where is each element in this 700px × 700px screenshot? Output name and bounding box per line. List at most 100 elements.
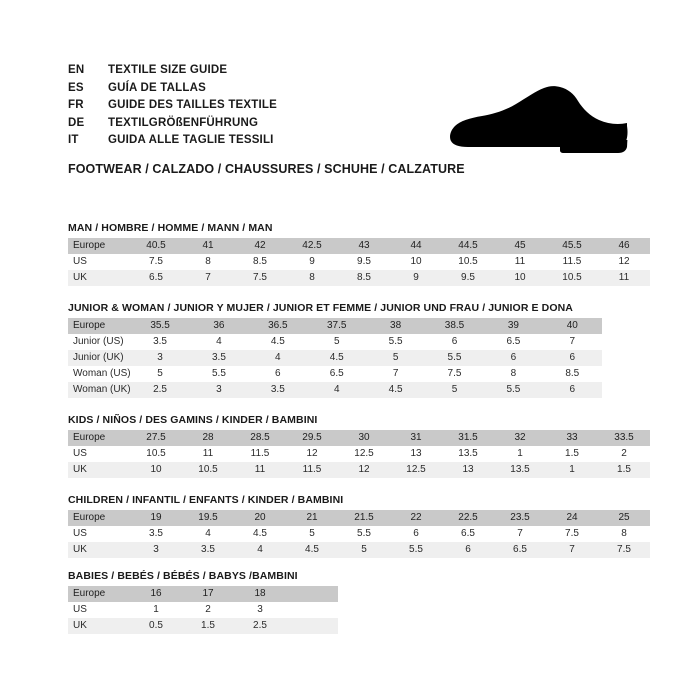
column-header-cell: 16 xyxy=(130,586,182,602)
size-cell: 11 xyxy=(234,462,286,478)
size-cell: 10 xyxy=(494,270,546,286)
column-header-label: Europe xyxy=(68,238,130,254)
language-title: TEXTILE SIZE GUIDE xyxy=(108,64,228,76)
size-cell: 12 xyxy=(598,254,650,270)
size-cell: 6 xyxy=(390,526,442,542)
size-cell: 1.5 xyxy=(182,618,234,634)
language-row: IT GUIDA ALLE TAGLIE TESSILI xyxy=(68,134,448,152)
size-cell: 5 xyxy=(366,350,426,366)
column-header-cell: 25 xyxy=(598,510,650,526)
language-row: ES GUÍA DE TALLAS xyxy=(68,82,448,100)
size-cell xyxy=(286,602,338,618)
table-header-row: Europe 19 19.5 20 21 21.5 22 22.5 23.5 24 25 xyxy=(68,510,650,526)
size-cell: 8 xyxy=(598,526,650,542)
column-header-cell: 36.5 xyxy=(248,318,308,334)
language-title: GUIDA ALLE TAGLIE TESSILI xyxy=(108,134,274,146)
size-cell: 1 xyxy=(546,462,598,478)
column-header-cell: 20 xyxy=(234,510,286,526)
size-cell: 11 xyxy=(598,270,650,286)
size-cell: 9.5 xyxy=(338,254,390,270)
size-cell: 3.5 xyxy=(248,382,308,398)
language-title: TEXTILGRÖßENFÜHRUNG xyxy=(108,116,259,129)
size-cell: 4 xyxy=(189,334,249,350)
row-label: UK xyxy=(68,618,130,634)
size-cell: 7 xyxy=(542,334,602,350)
size-cell: 3.5 xyxy=(189,350,249,366)
size-cell: 2 xyxy=(182,602,234,618)
row-label: US xyxy=(68,254,130,270)
size-cell: 7.5 xyxy=(546,526,598,542)
size-cell: 3 xyxy=(234,602,286,618)
size-cell: 6.5 xyxy=(483,334,543,350)
section-heading-children: CHILDREN / INFANTIL / ENFANTS / KINDER /… xyxy=(68,494,344,506)
size-cell: 10.5 xyxy=(130,446,182,462)
size-cell: 4 xyxy=(182,526,234,542)
size-cell: 1 xyxy=(494,446,546,462)
size-cell: 4.5 xyxy=(248,334,308,350)
size-cell: 7 xyxy=(546,542,598,558)
size-cell: 7.5 xyxy=(130,254,182,270)
size-cell: 12.5 xyxy=(390,462,442,478)
size-cell: 6.5 xyxy=(130,270,182,286)
size-cell: 8 xyxy=(483,366,543,382)
size-cell: 11.5 xyxy=(234,446,286,462)
size-cell: 5 xyxy=(130,366,190,382)
column-header-cell: 18 xyxy=(234,586,286,602)
table-row: Woman (UK) 2.5 3 3.5 4 4.5 5 5.5 6 xyxy=(68,382,602,398)
column-header-cell: 22.5 xyxy=(442,510,494,526)
table-row: US 7.5 8 8.5 9 9.5 10 10.5 11 11.5 12 xyxy=(68,254,650,270)
size-cell: 11.5 xyxy=(286,462,338,478)
column-header-cell: 27.5 xyxy=(130,430,182,446)
column-header-cell: 45.5 xyxy=(546,238,598,254)
size-cell: 6.5 xyxy=(307,366,367,382)
column-header-cell: 21 xyxy=(286,510,338,526)
size-cell: 6.5 xyxy=(494,542,546,558)
column-header-cell: 19 xyxy=(130,510,182,526)
size-cell: 6.5 xyxy=(442,526,494,542)
table-row: US 3.5 4 4.5 5 5.5 6 6.5 7 7.5 8 xyxy=(68,526,650,542)
column-header-cell: 41 xyxy=(182,238,234,254)
row-label: US xyxy=(68,526,130,542)
column-header-cell: 40.5 xyxy=(130,238,182,254)
language-row: FR GUIDE DES TAILLES TEXTILE xyxy=(68,99,448,117)
size-cell: 12 xyxy=(338,462,390,478)
language-code: FR xyxy=(68,99,84,111)
size-cell: 6 xyxy=(483,350,543,366)
table-row: UK 10 10.5 11 11.5 12 12.5 13 13.5 1 1.5 xyxy=(68,462,650,478)
size-table-children: Europe 19 19.5 20 21 21.5 22 22.5 23.5 24 25 US 3.5 4… xyxy=(68,510,650,558)
size-cell: 9 xyxy=(390,270,442,286)
column-header-cell: 31.5 xyxy=(442,430,494,446)
size-cell: 4 xyxy=(248,350,308,366)
size-cell: 5 xyxy=(307,334,367,350)
column-header-cell: 39 xyxy=(483,318,543,334)
size-cell: 11.5 xyxy=(546,254,598,270)
column-header-cell: 32 xyxy=(494,430,546,446)
column-header-cell: 44 xyxy=(390,238,442,254)
size-cell: 13 xyxy=(442,462,494,478)
language-code: ES xyxy=(68,81,84,94)
column-header-cell: 35.5 xyxy=(130,318,190,334)
size-cell: 3 xyxy=(130,542,182,558)
size-cell: 9.5 xyxy=(442,270,494,286)
size-cell: 7.5 xyxy=(598,542,650,558)
table-header-row: Europe 16 17 18 xyxy=(68,586,338,602)
row-label: US xyxy=(68,446,130,462)
size-cell: 4 xyxy=(307,382,367,398)
table-row: Junior (UK) 3 3.5 4 4.5 5 5.5 6 6 xyxy=(68,350,602,366)
size-cell: 4.5 xyxy=(366,382,426,398)
size-cell: 10.5 xyxy=(442,254,494,270)
size-cell: 5 xyxy=(338,542,390,558)
size-cell: 5.5 xyxy=(338,526,390,542)
row-label: UK xyxy=(68,270,130,286)
language-row: EN TEXTILE SIZE GUIDE xyxy=(68,64,448,82)
column-header-cell: 38.5 xyxy=(425,318,484,334)
size-section-man: MAN / HOMBRE / HOMME / MANN / MAN Europe 4… xyxy=(68,222,650,286)
table-row: UK 3 3.5 4 4.5 5 5.5 6 6.5 7 7.5 xyxy=(68,542,650,558)
size-cell: 12.5 xyxy=(338,446,390,462)
size-cell: 6 xyxy=(542,382,602,398)
column-header-cell: 45 xyxy=(494,238,546,254)
size-cell: 5.5 xyxy=(189,366,249,382)
column-header-cell: 40 xyxy=(542,318,602,334)
column-header-cell: 46 xyxy=(598,238,650,254)
